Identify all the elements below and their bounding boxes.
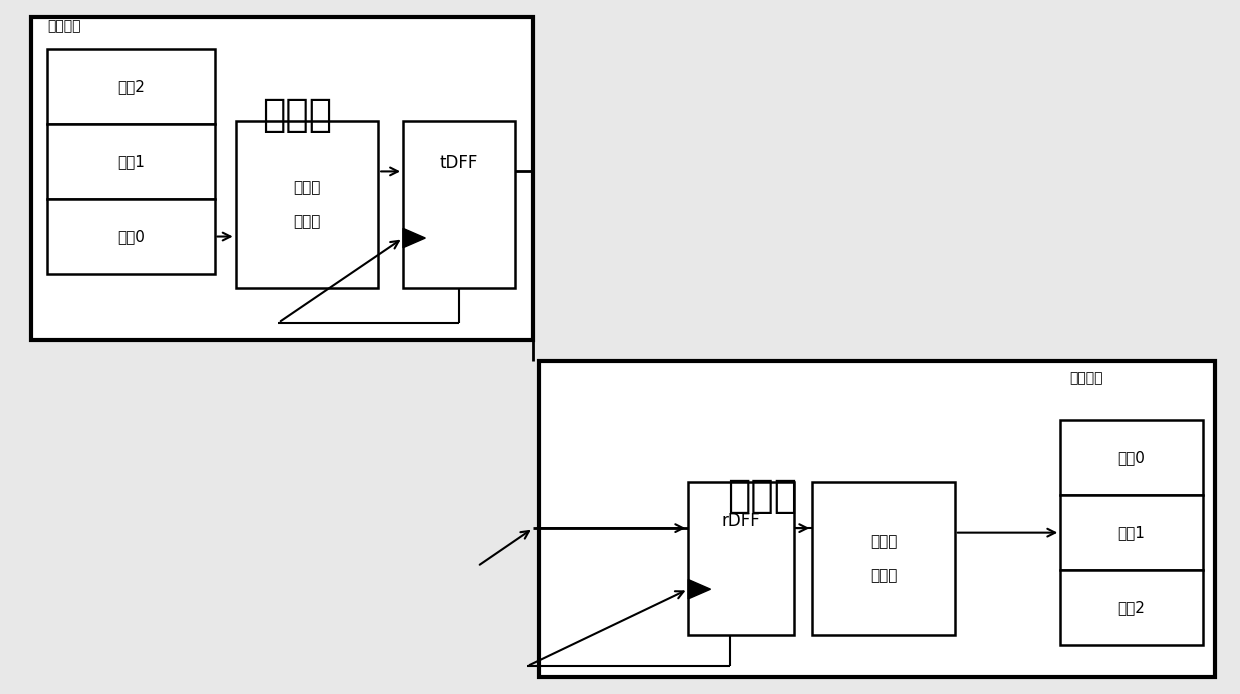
Bar — [1060, 570, 1203, 645]
Polygon shape — [403, 228, 425, 248]
Bar — [47, 49, 215, 124]
Text: tDFF: tDFF — [440, 154, 477, 172]
Bar — [688, 482, 794, 635]
Polygon shape — [688, 579, 711, 599]
Text: 数据2: 数据2 — [1117, 600, 1146, 616]
Text: 发送端: 发送端 — [263, 96, 332, 133]
Bar — [403, 121, 515, 288]
Text: 解码器: 解码器 — [869, 568, 898, 584]
Text: 数据缓存: 数据缓存 — [47, 19, 81, 33]
Text: 数据1: 数据1 — [117, 154, 145, 169]
Text: 数据1: 数据1 — [1117, 525, 1146, 540]
Text: 接收端: 接收端 — [728, 477, 797, 515]
Text: 数据缓存: 数据缓存 — [1069, 371, 1102, 385]
Bar — [812, 482, 955, 635]
Text: 霍夫曼: 霍夫曼 — [293, 180, 321, 195]
Text: 数据0: 数据0 — [1117, 450, 1146, 465]
Bar — [1060, 420, 1203, 495]
Bar — [47, 124, 215, 199]
Text: rDFF: rDFF — [722, 511, 760, 530]
Bar — [539, 361, 1215, 677]
Bar — [236, 121, 378, 288]
Text: 霍夫曼: 霍夫曼 — [869, 534, 898, 549]
Bar — [31, 17, 533, 340]
Bar — [47, 199, 215, 274]
Text: 数据0: 数据0 — [117, 229, 145, 244]
Text: 编码器: 编码器 — [293, 214, 321, 230]
Text: 数据2: 数据2 — [117, 78, 145, 94]
Bar — [1060, 495, 1203, 570]
